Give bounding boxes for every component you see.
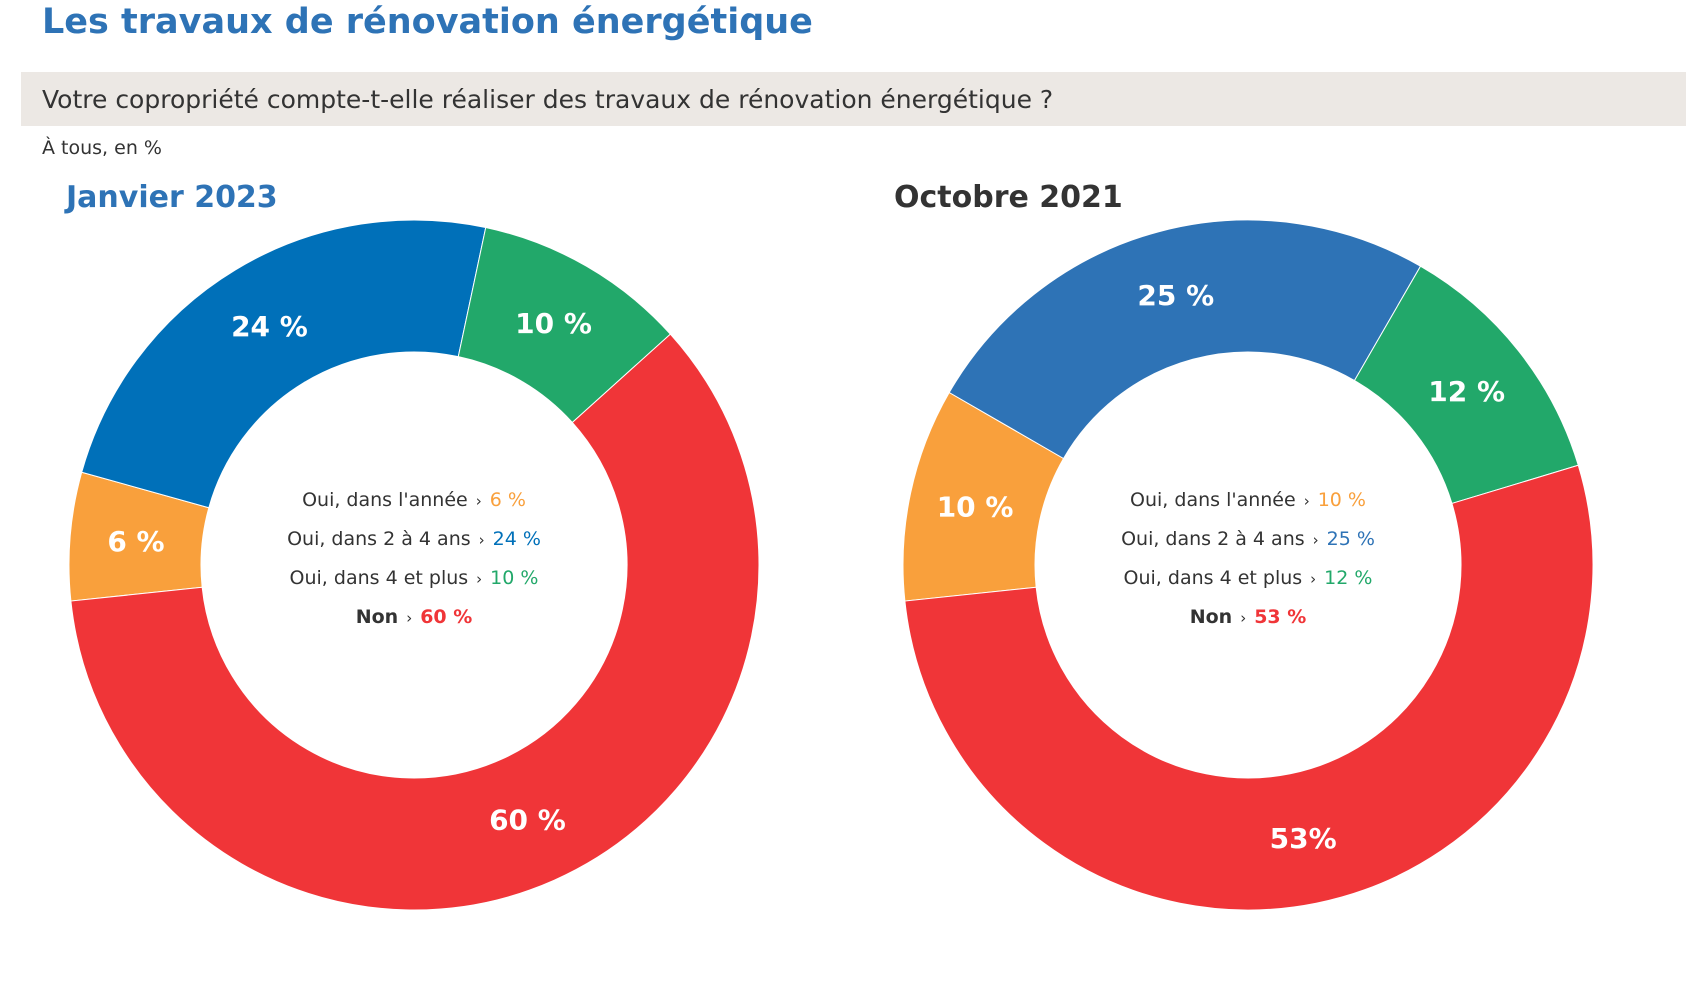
legend-row-annee: Oui, dans l'année › 10 % [1130, 481, 1366, 520]
legend-row-2-4-ans: Oui, dans 2 à 4 ans › 25 % [1121, 520, 1375, 559]
donut-chart-octobre-2021: 10 % 25 % 12 % 53% [902, 219, 1594, 911]
slice-label-annee-octobre-2021: 10 % [937, 490, 1014, 523]
legend-row-4-et-plus: Oui, dans 4 et plus › 12 % [1124, 559, 1373, 598]
legend-value: 24 % [492, 528, 541, 550]
legend-row-2-4-ans: Oui, dans 2 à 4 ans › 24 % [287, 520, 541, 559]
legend-category: Oui, dans l'année [1130, 489, 1296, 511]
slice-2-4-ans-octobre-2021 [948, 219, 1422, 460]
legend-value: 10 % [1317, 489, 1366, 511]
slice-non-octobre-2021 [904, 464, 1594, 911]
legend-value: 12 % [1324, 567, 1373, 589]
legend-separator: › [1312, 531, 1319, 549]
legend-separator: › [1310, 570, 1317, 588]
legend-category: Oui, dans 4 et plus [289, 567, 469, 589]
question-text: Votre copropriété compte-t-elle réaliser… [42, 84, 1054, 114]
legend-separator: › [478, 531, 485, 549]
legend-category: Non [1189, 606, 1233, 628]
legend-separator: › [1240, 609, 1247, 627]
donut-chart-janvier-2023: 6 % 24 % 10 % 60 % [68, 219, 760, 911]
legend-janvier-2023: Oui, dans l'année › 6 % Oui, dans 2 à 4 ans… [204, 481, 624, 637]
legend-value: 25 % [1326, 528, 1375, 550]
legend-category: Oui, dans 2 à 4 ans [1121, 528, 1305, 550]
question-bar: Votre copropriété compte-t-elle réaliser… [21, 72, 1686, 126]
legend-octobre-2021: Oui, dans l'année › 10 % Oui, dans 2 à 4 an… [1038, 481, 1458, 637]
legend-separator: › [476, 570, 483, 588]
legend-row-non: Non › 53 % [1190, 598, 1307, 637]
base-note: À tous, en % [42, 137, 162, 159]
chart-title-janvier-2023: Janvier 2023 [66, 180, 278, 215]
legend-row-4-et-plus: Oui, dans 4 et plus › 10 % [290, 559, 539, 598]
legend-value: 10 % [490, 567, 539, 589]
legend-separator: › [475, 492, 482, 510]
chart-title-octobre-2021: Octobre 2021 [894, 180, 1123, 215]
legend-value: 6 % [489, 489, 526, 511]
page-title: Les travaux de rénovation énergétique [42, 2, 813, 42]
slice-label-2-4-ans-octobre-2021: 25 % [1137, 279, 1214, 312]
slice-label-4-et-plus-octobre-2021: 12 % [1428, 375, 1505, 408]
slice-label-annee-janvier-2023: 6 % [107, 525, 164, 558]
slice-label-non-octobre-2021: 53% [1270, 822, 1337, 855]
legend-separator: › [406, 609, 413, 627]
slice-non-janvier-2023 [70, 333, 760, 911]
legend-separator: › [1303, 492, 1310, 510]
slice-2-4-ans-janvier-2023 [81, 219, 487, 509]
legend-value: 53 % [1254, 606, 1307, 628]
legend-value: 60 % [420, 606, 473, 628]
legend-row-non: Non › 60 % [356, 598, 473, 637]
legend-row-annee: Oui, dans l'année › 6 % [302, 481, 526, 520]
slice-label-2-4-ans-janvier-2023: 24 % [231, 310, 308, 343]
legend-category: Oui, dans l'année [302, 489, 468, 511]
legend-category: Oui, dans 4 et plus [1123, 567, 1303, 589]
slice-label-4-et-plus-janvier-2023: 10 % [515, 307, 592, 340]
slice-label-non-janvier-2023: 60 % [489, 803, 566, 836]
legend-category: Oui, dans 2 à 4 ans [287, 528, 471, 550]
legend-category: Non [355, 606, 399, 628]
